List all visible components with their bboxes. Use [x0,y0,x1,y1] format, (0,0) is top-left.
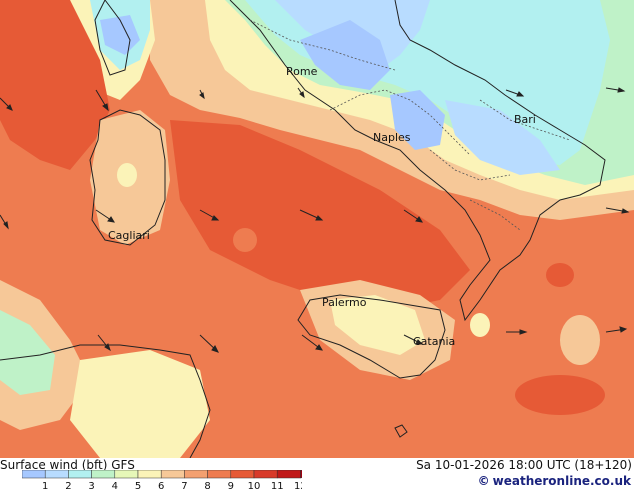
legend-tick-label: 7 [181,481,187,490]
legend-tick-label: 8 [204,481,210,490]
wind-zone-red-central [170,120,470,310]
legend-swatch [230,470,255,479]
legend-tick-label: 9 [228,481,234,490]
legend-swatch [114,470,139,479]
wind-zone-blue-nw [100,15,140,55]
wind-arrow [0,214,9,230]
legend-tick-label: 6 [158,481,164,490]
wind-zone-blue-2 [390,90,445,150]
legend-tick-label: 12 [294,481,302,490]
wind-arrow [505,89,525,97]
wind-arrow [403,334,424,345]
wind-arrow [199,89,205,100]
wind-arrow [605,326,628,333]
legend-tick-label: 1 [42,481,48,490]
city-label-palermo: Palermo [322,296,367,309]
wind-arrow [95,209,115,223]
legend-tick-label: 10 [248,481,261,490]
wind-arrow [301,334,323,351]
wind-zone-se-salmon [560,315,600,365]
wind-zone-sardinia-cream [117,163,137,187]
map-datetime: Sa 10-01-2026 18:00 UTC (18+120) [416,458,632,472]
wind-arrow [199,209,220,221]
legend-swatch [253,470,278,479]
site-credit-text: weatheronline.co.uk [492,474,631,488]
legend-swatch [44,470,69,479]
legend-swatch [22,470,46,479]
legend-arrow-swatch [300,470,302,479]
legend-swatch [137,470,162,479]
wind-arrow [97,334,111,352]
wind-arrow [506,329,528,335]
wind-arrow [0,97,13,111]
legend-swatch [184,470,208,479]
wind-zone-se-red [546,263,574,287]
legend-tick-label: 4 [112,481,118,490]
wind-zone-lightblue-2 [445,100,560,175]
wind-zone-se-red-2 [515,375,605,415]
map-title: Surface wind (bft) GFS [0,458,135,472]
legend-tick-label: 3 [88,481,94,490]
city-label-naples: Naples [373,131,411,144]
wind-zone-sicily-cream [330,295,425,355]
legend-tick-label: 2 [65,481,71,490]
wind-field-svg [0,0,634,459]
legend-tick-label: 5 [135,481,141,490]
legend-tick-label: 11 [271,481,284,490]
legend-swatch [276,470,301,479]
wind-zone-se-cream [470,313,490,337]
wind-arrows [0,87,630,353]
wind-arrow [199,334,219,353]
wind-arrow [95,89,109,112]
site-credit: © weatheronline.co.uk [478,474,631,488]
city-label-bari: Bari [514,113,536,126]
wind-zone-spot-1 [233,228,257,252]
coastlines [0,0,606,459]
city-label-rome: Rome [286,65,318,78]
legend-swatch [160,470,185,479]
city-label-catania: Catania [413,335,456,348]
wind-arrow [605,207,630,214]
wind-arrow [297,87,305,99]
city-label-cagliari: Cagliari [108,229,150,242]
legend-swatch [68,470,92,479]
footer-bar: Surface wind (bft) GFS Sa 10-01-2026 18:… [0,458,634,490]
wind-zone-africa-cream [70,350,210,458]
legend-swatch [91,470,116,479]
region-borders [249,19,571,231]
copyright-symbol: © [477,474,490,488]
wind-arrow [605,87,626,93]
wind-zone-sw-mint [0,310,55,395]
wind-arrow [299,209,324,221]
legend-swatch [207,470,232,479]
wind-map: Rome Bari Naples Cagliari Palermo Catani… [0,0,634,459]
wind-zone-red-west [0,0,110,170]
wind-arrow [403,209,423,223]
color-scale-legend: 123456789101112 [22,470,302,490]
